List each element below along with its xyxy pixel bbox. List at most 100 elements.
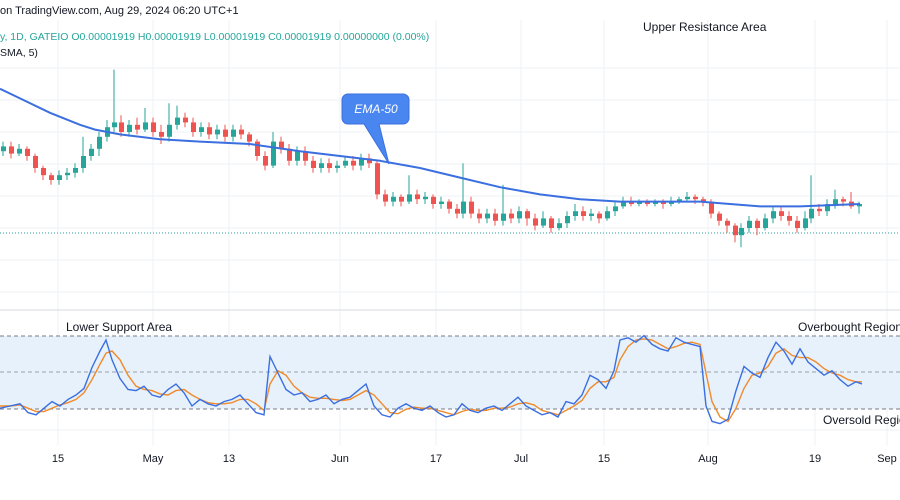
candle-body-98	[779, 211, 784, 216]
x-tick-label-6: 15	[598, 453, 610, 465]
candle-body-6	[49, 175, 54, 180]
candle-body-22	[175, 117, 180, 125]
ema-50-line	[0, 87, 861, 208]
candle-body-15	[119, 122, 124, 132]
candle-body-93	[739, 228, 744, 236]
candle-body-90	[717, 213, 722, 221]
candle-body-99	[787, 216, 792, 221]
candle-body-53	[423, 196, 428, 200]
candle-body-101	[803, 218, 808, 228]
candle-body-55	[439, 201, 444, 204]
candle-body-84	[669, 201, 674, 204]
candle-body-28	[223, 129, 228, 137]
candle-body-63	[501, 213, 506, 221]
x-tick-label-3: Jun	[331, 453, 349, 465]
candle-body-27	[215, 129, 220, 135]
candle-body-38	[303, 151, 308, 161]
candle-body-64	[509, 213, 514, 219]
candle-body-16	[127, 124, 132, 132]
candle-body-91	[725, 220, 730, 226]
candle-body-8	[65, 172, 70, 176]
candle-body-51	[407, 194, 412, 202]
x-tick-label-5: Jul	[514, 453, 528, 465]
candle-body-102	[809, 208, 814, 219]
x-tick-label-9: Sep	[877, 453, 897, 465]
candle-body-62	[493, 213, 498, 221]
x-tick-label-1: May	[143, 453, 164, 465]
candle-body-78	[621, 201, 626, 207]
candle-body-37	[295, 151, 300, 161]
candle-body-108	[857, 204, 862, 207]
candle-body-33	[263, 156, 268, 166]
candle-body-85	[677, 199, 682, 202]
candle-body-50	[399, 196, 404, 202]
x-tick-label-0: 15	[52, 453, 64, 465]
candle-body-19	[151, 122, 156, 132]
candle-body-34	[271, 141, 276, 166]
candle-body-68	[541, 218, 546, 226]
candle-body-52	[415, 194, 420, 200]
stoch-k-line	[0, 334, 863, 425]
candle-body-65	[517, 211, 522, 219]
candle-body-66	[525, 211, 530, 219]
candle-body-17	[135, 124, 140, 130]
x-tick-label-2: 13	[223, 453, 235, 465]
x-tick-label-8: 19	[809, 453, 821, 465]
candle-body-30	[239, 129, 244, 135]
candle-body-60	[477, 213, 482, 219]
candle-body-25	[199, 127, 204, 132]
x-axis: 15 May 13 Jun 17 Jul 15 Aug 19 Sep	[52, 453, 897, 465]
candle-body-95	[755, 220, 760, 228]
candle-body-32	[255, 141, 260, 156]
candle-body-40	[319, 163, 324, 168]
candle-body-29	[231, 129, 236, 137]
candle-body-58	[461, 201, 466, 214]
header: on TradingView.com, Aug 29, 2024 06:20 U…	[0, 5, 429, 59]
candle-body-20	[159, 132, 164, 137]
candle-body-87	[693, 196, 698, 200]
candle-body-94	[747, 220, 752, 228]
ema-callout-bubble	[341, 93, 410, 165]
candle-body-69	[549, 218, 554, 228]
candle-body-3	[25, 148, 30, 156]
candle-body-57	[455, 208, 460, 214]
source-line: on TradingView.com, Aug 29, 2024 06:20 U…	[0, 5, 239, 17]
candle-body-23	[183, 117, 188, 123]
candle-body-11	[89, 148, 94, 156]
candle-body-44	[351, 160, 356, 166]
candle-body-7	[57, 175, 62, 180]
oversold-label: Oversold Region	[823, 413, 900, 427]
stochastic-panel: Lower Support Area Overbought Region Ove…	[0, 320, 900, 427]
candle-body-26	[207, 127, 212, 135]
ohlc-line: y, 1D, GATEIO O0.00001919 H0.00001919 L0…	[0, 31, 429, 43]
candle-body-1	[9, 146, 14, 154]
candle-body-47	[375, 163, 380, 195]
candle-body-36	[287, 148, 292, 161]
candle-body-45	[359, 158, 364, 166]
grid	[0, 20, 900, 445]
candle-body-74	[589, 213, 594, 216]
candle-body-76	[605, 211, 610, 219]
candle-body-72	[573, 211, 578, 216]
candle-body-92	[733, 225, 738, 236]
candle-body-43	[343, 160, 348, 166]
candle-body-80	[637, 201, 642, 204]
candle-body-9	[73, 168, 78, 173]
candle-body-106	[841, 199, 846, 202]
upper-resistance-label: Upper Resistance Area	[643, 20, 767, 34]
candle-body-5	[41, 168, 46, 176]
price-panel: Upper Resistance Area	[0, 20, 900, 248]
candle-body-4	[33, 156, 38, 168]
candle-body-39	[311, 160, 316, 168]
candle-body-41	[327, 163, 332, 168]
candle-body-10	[81, 156, 86, 168]
lower-support-label: Lower Support Area	[66, 320, 172, 334]
candle-body-73	[581, 211, 586, 216]
candle-body-100	[795, 220, 800, 228]
candle-body-83	[661, 201, 666, 204]
candle-body-56	[447, 201, 452, 209]
candle-body-14	[112, 122, 117, 128]
candle-body-71	[565, 216, 570, 224]
candle-body-12	[97, 136, 102, 149]
candle-body-75	[597, 213, 602, 219]
